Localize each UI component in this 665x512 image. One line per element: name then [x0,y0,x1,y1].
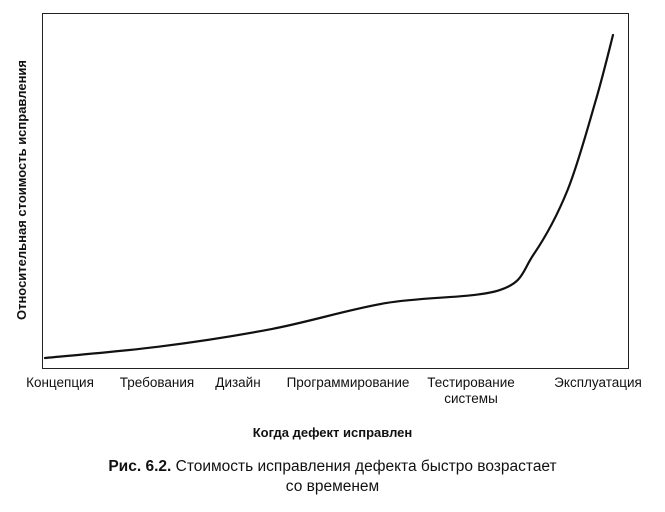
plot-area [42,13,629,369]
series-line [43,33,615,360]
x-axis-ticks: Концепция Требования Дизайн Программировани… [0,375,665,415]
x-tick-label: Программирование [286,375,410,390]
x-tick-label: Концепция [26,375,94,390]
caption-text-line2: со временем [285,478,380,495]
caption-prefix: Рис. 6.2. [108,458,172,475]
x-axis-label: Когда дефект исправлен [252,425,413,440]
x-tick-label: Тестирование системы [427,375,515,406]
y-axis-label: Относительная стоимость исправления [14,59,29,321]
x-tick-label: Эксплуатация [554,375,642,390]
x-tick-label: Требования [119,375,195,390]
x-tick-label: Дизайн [215,375,261,390]
figure-caption: Рис. 6.2. Стоимость исправления дефекта … [0,457,665,497]
chart-plot [43,33,615,360]
caption-text-line1: Стоимость исправления дефекта быстро воз… [171,458,557,475]
